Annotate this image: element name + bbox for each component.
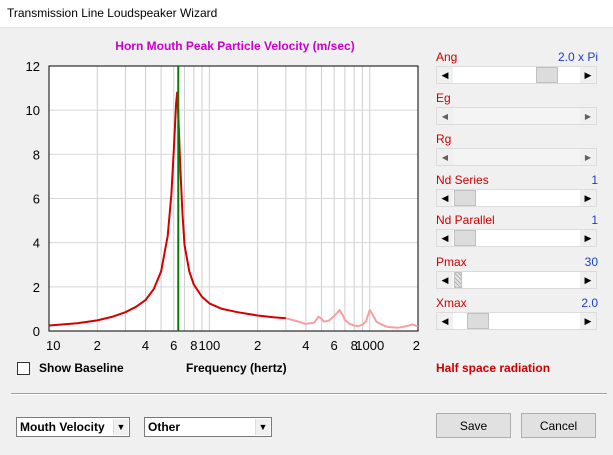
scroll-left-icon[interactable]: ◀ [437, 230, 453, 246]
parameter-scrollbar: ◀ ▶ [436, 107, 597, 125]
x-tick-label: 2 [94, 338, 101, 353]
y-tick-label: 10 [26, 103, 40, 118]
y-tick-label: 8 [33, 147, 40, 162]
chart-axes [48, 65, 419, 332]
plot-type-dropdown[interactable]: Mouth Velocity ▼ [16, 417, 130, 437]
cancel-button[interactable]: Cancel [521, 413, 596, 438]
control-label: Nd Parallel [436, 213, 495, 227]
chart-series [48, 91, 419, 329]
control-label: Pmax [436, 255, 467, 269]
scroll-right-icon[interactable]: ▶ [580, 149, 596, 165]
parameter-scrollbar: ◀ ▶ [436, 148, 597, 166]
show-baseline-row[interactable]: Show Baseline [17, 361, 124, 375]
x-tick-label: 2 [413, 338, 420, 353]
scroll-right-icon[interactable]: ▶ [580, 108, 596, 124]
save-button[interactable]: Save [436, 413, 511, 438]
parameter-scrollbar[interactable]: ◀ ▶ [436, 271, 597, 289]
x-tick-label: 10 [46, 338, 60, 353]
chevron-down-icon[interactable]: ▼ [113, 419, 128, 435]
parameter-scrollbar[interactable]: ◀ ▶ [436, 229, 597, 247]
plot-type-value: Mouth Velocity [20, 420, 105, 434]
scroll-thumb[interactable] [535, 67, 558, 83]
x-tick-label: 4 [142, 338, 149, 353]
control-value: 2.0 [581, 296, 598, 310]
show-baseline-checkbox[interactable] [17, 361, 30, 375]
x-tick-label: 1000 [355, 338, 384, 353]
scroll-left-icon[interactable]: ◀ [437, 149, 453, 165]
x-axis-label: Frequency (hertz) [186, 361, 287, 375]
scroll-right-icon[interactable]: ▶ [580, 190, 596, 206]
scroll-right-icon[interactable]: ▶ [580, 272, 596, 288]
parameter-scrollbar[interactable]: ◀ ▶ [436, 66, 597, 84]
parameter-scrollbar[interactable]: ◀ ▶ [436, 189, 597, 207]
chart-grid [49, 66, 418, 331]
scroll-left-icon[interactable]: ◀ [437, 108, 453, 124]
x-tick-label: 4 [302, 338, 309, 353]
x-tick-label: 6 [331, 338, 338, 353]
scroll-left-icon[interactable]: ◀ [437, 67, 453, 83]
plot-frame [48, 65, 419, 332]
scroll-thumb[interactable] [454, 272, 462, 288]
category-value: Other [148, 420, 181, 434]
parameter-scrollbar[interactable]: ◀ ▶ [436, 312, 597, 330]
control-value: 2.0 x Pi [557, 50, 598, 64]
x-tick-label: 8 [190, 338, 197, 353]
control-label: Eg [436, 91, 451, 105]
window-title: Transmission Line Loudspeaker Wizard [7, 6, 218, 20]
scroll-left-icon[interactable]: ◀ [437, 190, 453, 206]
y-tick-label: 2 [33, 280, 40, 295]
scroll-thumb[interactable] [454, 190, 476, 206]
category-dropdown[interactable]: Other ▼ [144, 417, 272, 437]
x-tick-label: 2 [254, 338, 261, 353]
chart-title: Horn Mouth Peak Particle Velocity (m/sec… [115, 39, 355, 53]
series-line-1 [285, 309, 419, 329]
scroll-left-icon[interactable]: ◀ [437, 272, 453, 288]
control-label: Nd Series [436, 173, 489, 187]
title-bar: Transmission Line Loudspeaker Wizard [0, 0, 613, 28]
y-tick-label: 6 [33, 192, 40, 207]
control-value: 1 [591, 173, 598, 187]
control-value: 1 [591, 213, 598, 227]
scroll-right-icon[interactable]: ▶ [580, 67, 596, 83]
radiation-status: Half space radiation [436, 361, 551, 375]
show-baseline-label: Show Baseline [39, 361, 124, 375]
y-tick-label: 0 [33, 324, 40, 339]
control-label: Ang [436, 50, 458, 64]
chevron-down-icon[interactable]: ▼ [255, 419, 270, 435]
x-tick-label: 6 [170, 338, 177, 353]
control-label: Xmax [436, 296, 467, 310]
separator [11, 393, 607, 395]
y-tick-label: 12 [26, 59, 40, 74]
scroll-right-icon[interactable]: ▶ [580, 313, 596, 329]
scroll-left-icon[interactable]: ◀ [437, 313, 453, 329]
scroll-right-icon[interactable]: ▶ [580, 230, 596, 246]
series-line-0 [48, 91, 286, 327]
x-tick-label: 8 [351, 338, 358, 353]
scroll-thumb[interactable] [466, 313, 489, 329]
x-tick-label: 100 [199, 338, 221, 353]
control-value: 30 [584, 255, 598, 269]
control-label: Rg [436, 132, 452, 146]
scroll-thumb[interactable] [454, 230, 476, 246]
y-tick-label: 4 [33, 236, 40, 251]
